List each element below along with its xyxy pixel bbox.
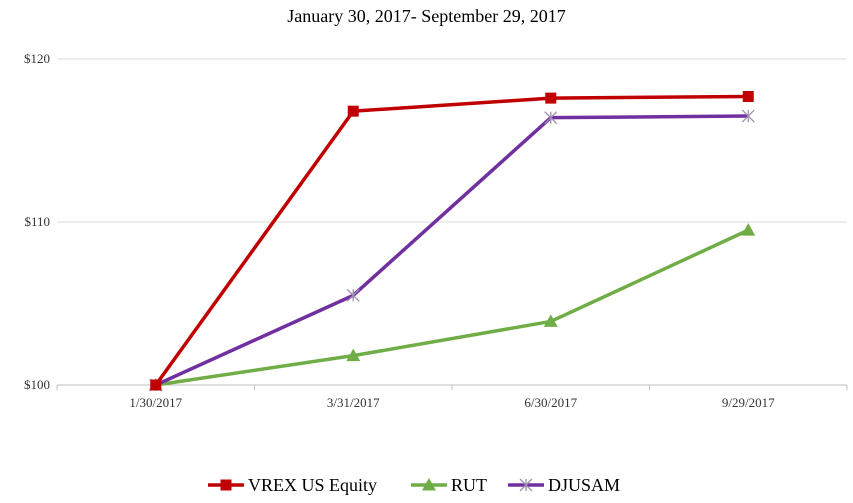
y-tick-label: $100: [24, 377, 50, 392]
legend: VREX US Equity RUT DJUSAM: [208, 475, 620, 495]
series-djusam: [149, 109, 755, 392]
data-point: [742, 90, 754, 102]
x-axis-ticks: 1/30/2017 3/31/2017 6/30/2017 9/29/2017: [56, 385, 848, 410]
legend-item: DJUSAM: [508, 475, 620, 495]
data-point: [741, 109, 755, 123]
legend-item: RUT: [411, 475, 487, 495]
data-point: [544, 111, 558, 125]
legend-item: VREX US Equity: [208, 475, 377, 495]
data-point: [346, 288, 360, 302]
data-point: [545, 92, 557, 104]
y-tick-label: $110: [24, 214, 50, 229]
legend-label: DJUSAM: [548, 475, 620, 495]
legend-marker: [422, 478, 436, 491]
legend-label: VREX US Equity: [248, 475, 377, 495]
data-point: [543, 314, 558, 327]
series-lines: [148, 90, 756, 392]
x-tick-label: 6/30/2017: [524, 395, 577, 410]
x-tick-label: 3/31/2017: [327, 395, 380, 410]
data-point: [741, 223, 756, 236]
x-tick-label: 9/29/2017: [722, 395, 775, 410]
x-tick-label: 1/30/2017: [129, 395, 182, 410]
data-point: [150, 379, 162, 391]
data-point: [347, 105, 359, 117]
y-axis-ticks: $100 $110 $120: [24, 51, 50, 392]
legend-label: RUT: [451, 475, 487, 495]
series-vrex-us-equity: [150, 90, 754, 391]
y-tick-label: $120: [24, 51, 50, 66]
chart-title: January 30, 2017- September 29, 2017: [287, 6, 566, 26]
series-line: [155, 228, 749, 387]
data-point: [346, 348, 361, 362]
legend-marker: [519, 478, 533, 492]
series-rut: [148, 223, 756, 391]
series-line: [154, 94, 749, 387]
legend-marker: [220, 479, 232, 491]
gridlines: [57, 58, 847, 386]
series-line: [155, 114, 749, 387]
